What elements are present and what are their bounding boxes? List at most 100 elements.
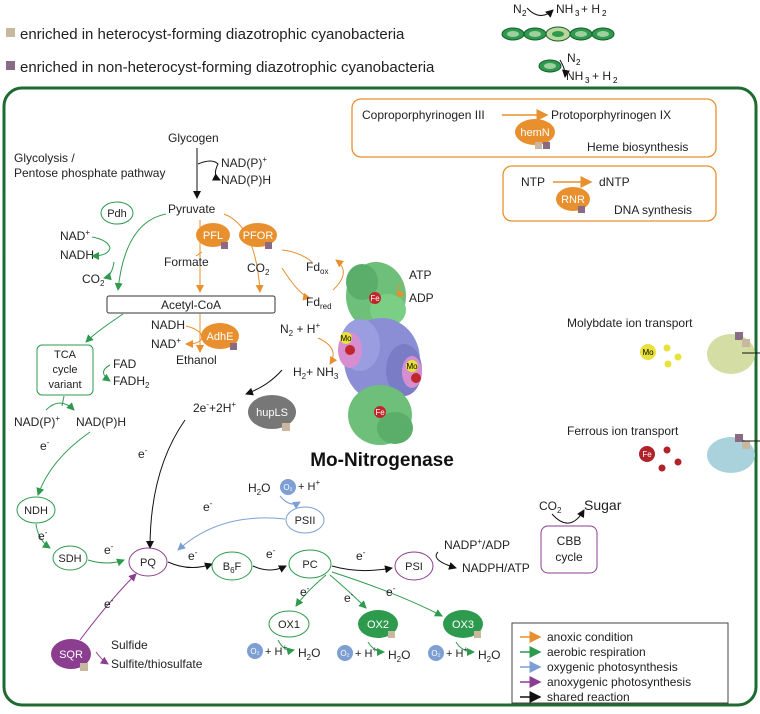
svg-text:TCA: TCA (54, 349, 77, 361)
svg-text:CO2: CO2 (82, 272, 105, 288)
svg-text:ATP: ATP (409, 268, 431, 282)
svg-text:CO2: CO2 (539, 499, 562, 515)
svg-text:NH: NH (566, 69, 583, 83)
svg-text:Acetyl-CoA: Acetyl-CoA (161, 298, 221, 312)
legend-non-heterocyst: enriched in non-heterocyst-forming diazo… (20, 59, 435, 76)
svg-text:FADH2: FADH2 (113, 374, 150, 390)
mo-nitrogenase-structure: Fe Mo Mo Fe (338, 262, 422, 445)
svg-text:CBB: CBB (557, 534, 582, 548)
svg-text:Fdox: Fdox (306, 260, 328, 276)
svg-text:RNR: RNR (561, 194, 585, 206)
svg-text:NH: NH (556, 2, 573, 16)
svg-text:hemN: hemN (520, 127, 549, 139)
svg-text:Sulfite/thiosulfate: Sulfite/thiosulfate (111, 657, 203, 671)
svg-text:H2O: H2O (248, 481, 270, 497)
svg-text:Fdred: Fdred (306, 295, 332, 311)
svg-text:Ethanol: Ethanol (176, 353, 217, 367)
svg-text:NAD+: NAD+ (151, 336, 181, 351)
svg-text:2: 2 (602, 9, 607, 18)
pdh-enzyme (100, 201, 134, 225)
svg-text:PFOR: PFOR (243, 230, 274, 242)
pfor-enzyme (239, 223, 277, 247)
pyruvate: Pyruvate (168, 202, 216, 216)
svg-text:aerobic respiration: aerobic respiration (547, 645, 646, 659)
svg-text:H2O: H2O (298, 646, 320, 662)
hemN-enzyme (515, 119, 555, 145)
svg-text:+ H: + H (592, 69, 611, 83)
svg-text:2e-+2H+: 2e-+2H+ (193, 400, 236, 415)
svg-text:Fe: Fe (370, 294, 380, 303)
svg-text:O₂: O₂ (431, 649, 440, 658)
svg-text:e-: e- (344, 590, 354, 605)
dna-synthesis-box: NTP dNTP RNR DNA synthesis (502, 165, 717, 222)
svg-text:shared reaction: shared reaction (547, 690, 630, 704)
heterocyst-marker (6, 28, 15, 37)
sdh (52, 545, 88, 571)
svg-text:+ H+: + H+ (298, 478, 320, 493)
svg-text:FAD: FAD (113, 357, 137, 371)
svg-text:DNA synthesis: DNA synthesis (614, 203, 692, 217)
svg-text:N2 + H+: N2 + H+ (280, 321, 320, 338)
svg-text:SDH: SDH (58, 553, 81, 565)
ox1 (268, 610, 310, 638)
svg-text:e-: e- (266, 546, 276, 561)
svg-text:NAD(P)+: NAD(P)+ (221, 155, 267, 170)
svg-text:anoxygenic photosynthesis: anoxygenic photosynthesis (547, 675, 691, 689)
svg-text:PQ: PQ (140, 557, 156, 569)
svg-text:Mo: Mo (340, 334, 352, 343)
svg-text:oxygenic photosynthesis: oxygenic photosynthesis (547, 660, 678, 674)
svg-text:NAD(P)H: NAD(P)H (76, 415, 126, 429)
svg-text:Sulfide: Sulfide (111, 638, 148, 652)
ndh (16, 496, 56, 524)
svg-text:Sugar: Sugar (584, 497, 622, 513)
svg-text:PSI: PSI (405, 561, 423, 573)
svg-text:NADPH/ATP: NADPH/ATP (462, 561, 530, 575)
legend-heterocyst: enriched in heterocyst-forming diazotrop… (20, 26, 405, 43)
svg-text:2: 2 (613, 76, 618, 85)
non-heterocyst-marker (6, 61, 15, 70)
svg-text:e-: e- (300, 584, 310, 599)
pc (288, 549, 332, 579)
svg-text:+ H: + H (581, 2, 600, 16)
svg-text:e-: e- (38, 528, 48, 543)
svg-text:Fe: Fe (375, 408, 385, 417)
svg-text:2: 2 (576, 58, 581, 67)
svg-text:e-: e- (386, 584, 396, 599)
svg-text:NDH: NDH (24, 505, 48, 517)
svg-text:B6F: B6F (223, 561, 242, 575)
svg-text:CO2: CO2 (247, 261, 270, 277)
o2-h-h2o-row: O₂ + H+ H2O O₂ + H+ H2O O₂ + H+ H2O (247, 639, 500, 664)
svg-text:NADH: NADH (151, 318, 185, 332)
svg-text:H2O: H2O (388, 648, 410, 664)
adhe-enzyme (201, 323, 239, 349)
sqr (51, 639, 91, 669)
pfl-enzyme (196, 223, 230, 247)
svg-text:OX2: OX2 (367, 619, 389, 631)
svg-text:e-: e- (356, 548, 366, 563)
cell-boundary (2, 86, 758, 707)
ferrous-transporter: Fe (639, 434, 760, 473)
svg-text:anoxic condition: anoxic condition (547, 630, 633, 644)
svg-text:PC: PC (302, 559, 317, 571)
hupls-enzyme (248, 395, 296, 429)
svg-text:3: 3 (575, 9, 580, 18)
svg-text:variant: variant (48, 379, 81, 391)
svg-text:Fe: Fe (642, 450, 652, 459)
svg-text:+ H+: + H+ (265, 643, 287, 658)
svg-text:NADH: NADH (60, 248, 94, 262)
svg-text:+ H+: + H+ (355, 645, 377, 660)
b6f (211, 551, 253, 581)
svg-text:Heme biosynthesis: Heme biosynthesis (587, 140, 688, 154)
ppp-label: Pentose phosphate pathway (14, 166, 165, 180)
svg-text:cycle: cycle (52, 364, 77, 376)
pq (128, 547, 168, 577)
svg-text:NAD(P)H: NAD(P)H (221, 173, 271, 187)
svg-text:cycle: cycle (555, 550, 583, 564)
title: Mo-Nitrogenase (310, 450, 454, 471)
glycolysis-label: Glycolysis / (14, 151, 75, 165)
svg-text:N: N (567, 51, 576, 65)
